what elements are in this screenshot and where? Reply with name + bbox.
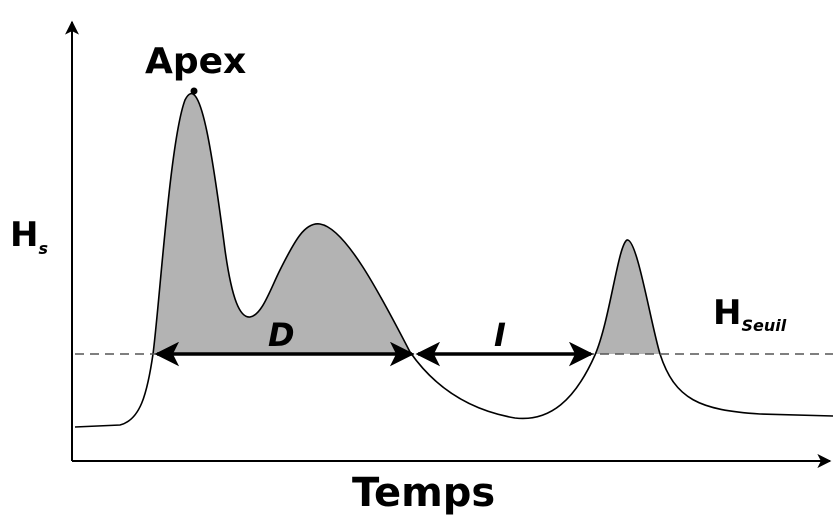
- signal-curve: [74, 92, 833, 428]
- shaded-area-above-threshold: [75, 93, 833, 354]
- threshold-label-main: H: [713, 293, 741, 333]
- threshold-label-sub: Seuil: [741, 316, 786, 335]
- interval-label: I: [494, 316, 506, 354]
- duration-label: D: [268, 316, 295, 354]
- y-axis-label-main: H: [10, 215, 38, 255]
- threshold-label: HSeuil: [713, 293, 787, 335]
- x-axis-label: Temps: [352, 470, 495, 515]
- y-axis-label-sub: s: [38, 239, 48, 258]
- y-axis-label: Hs: [10, 215, 48, 258]
- apex-label: Apex: [145, 41, 246, 82]
- apex-point: [190, 87, 198, 95]
